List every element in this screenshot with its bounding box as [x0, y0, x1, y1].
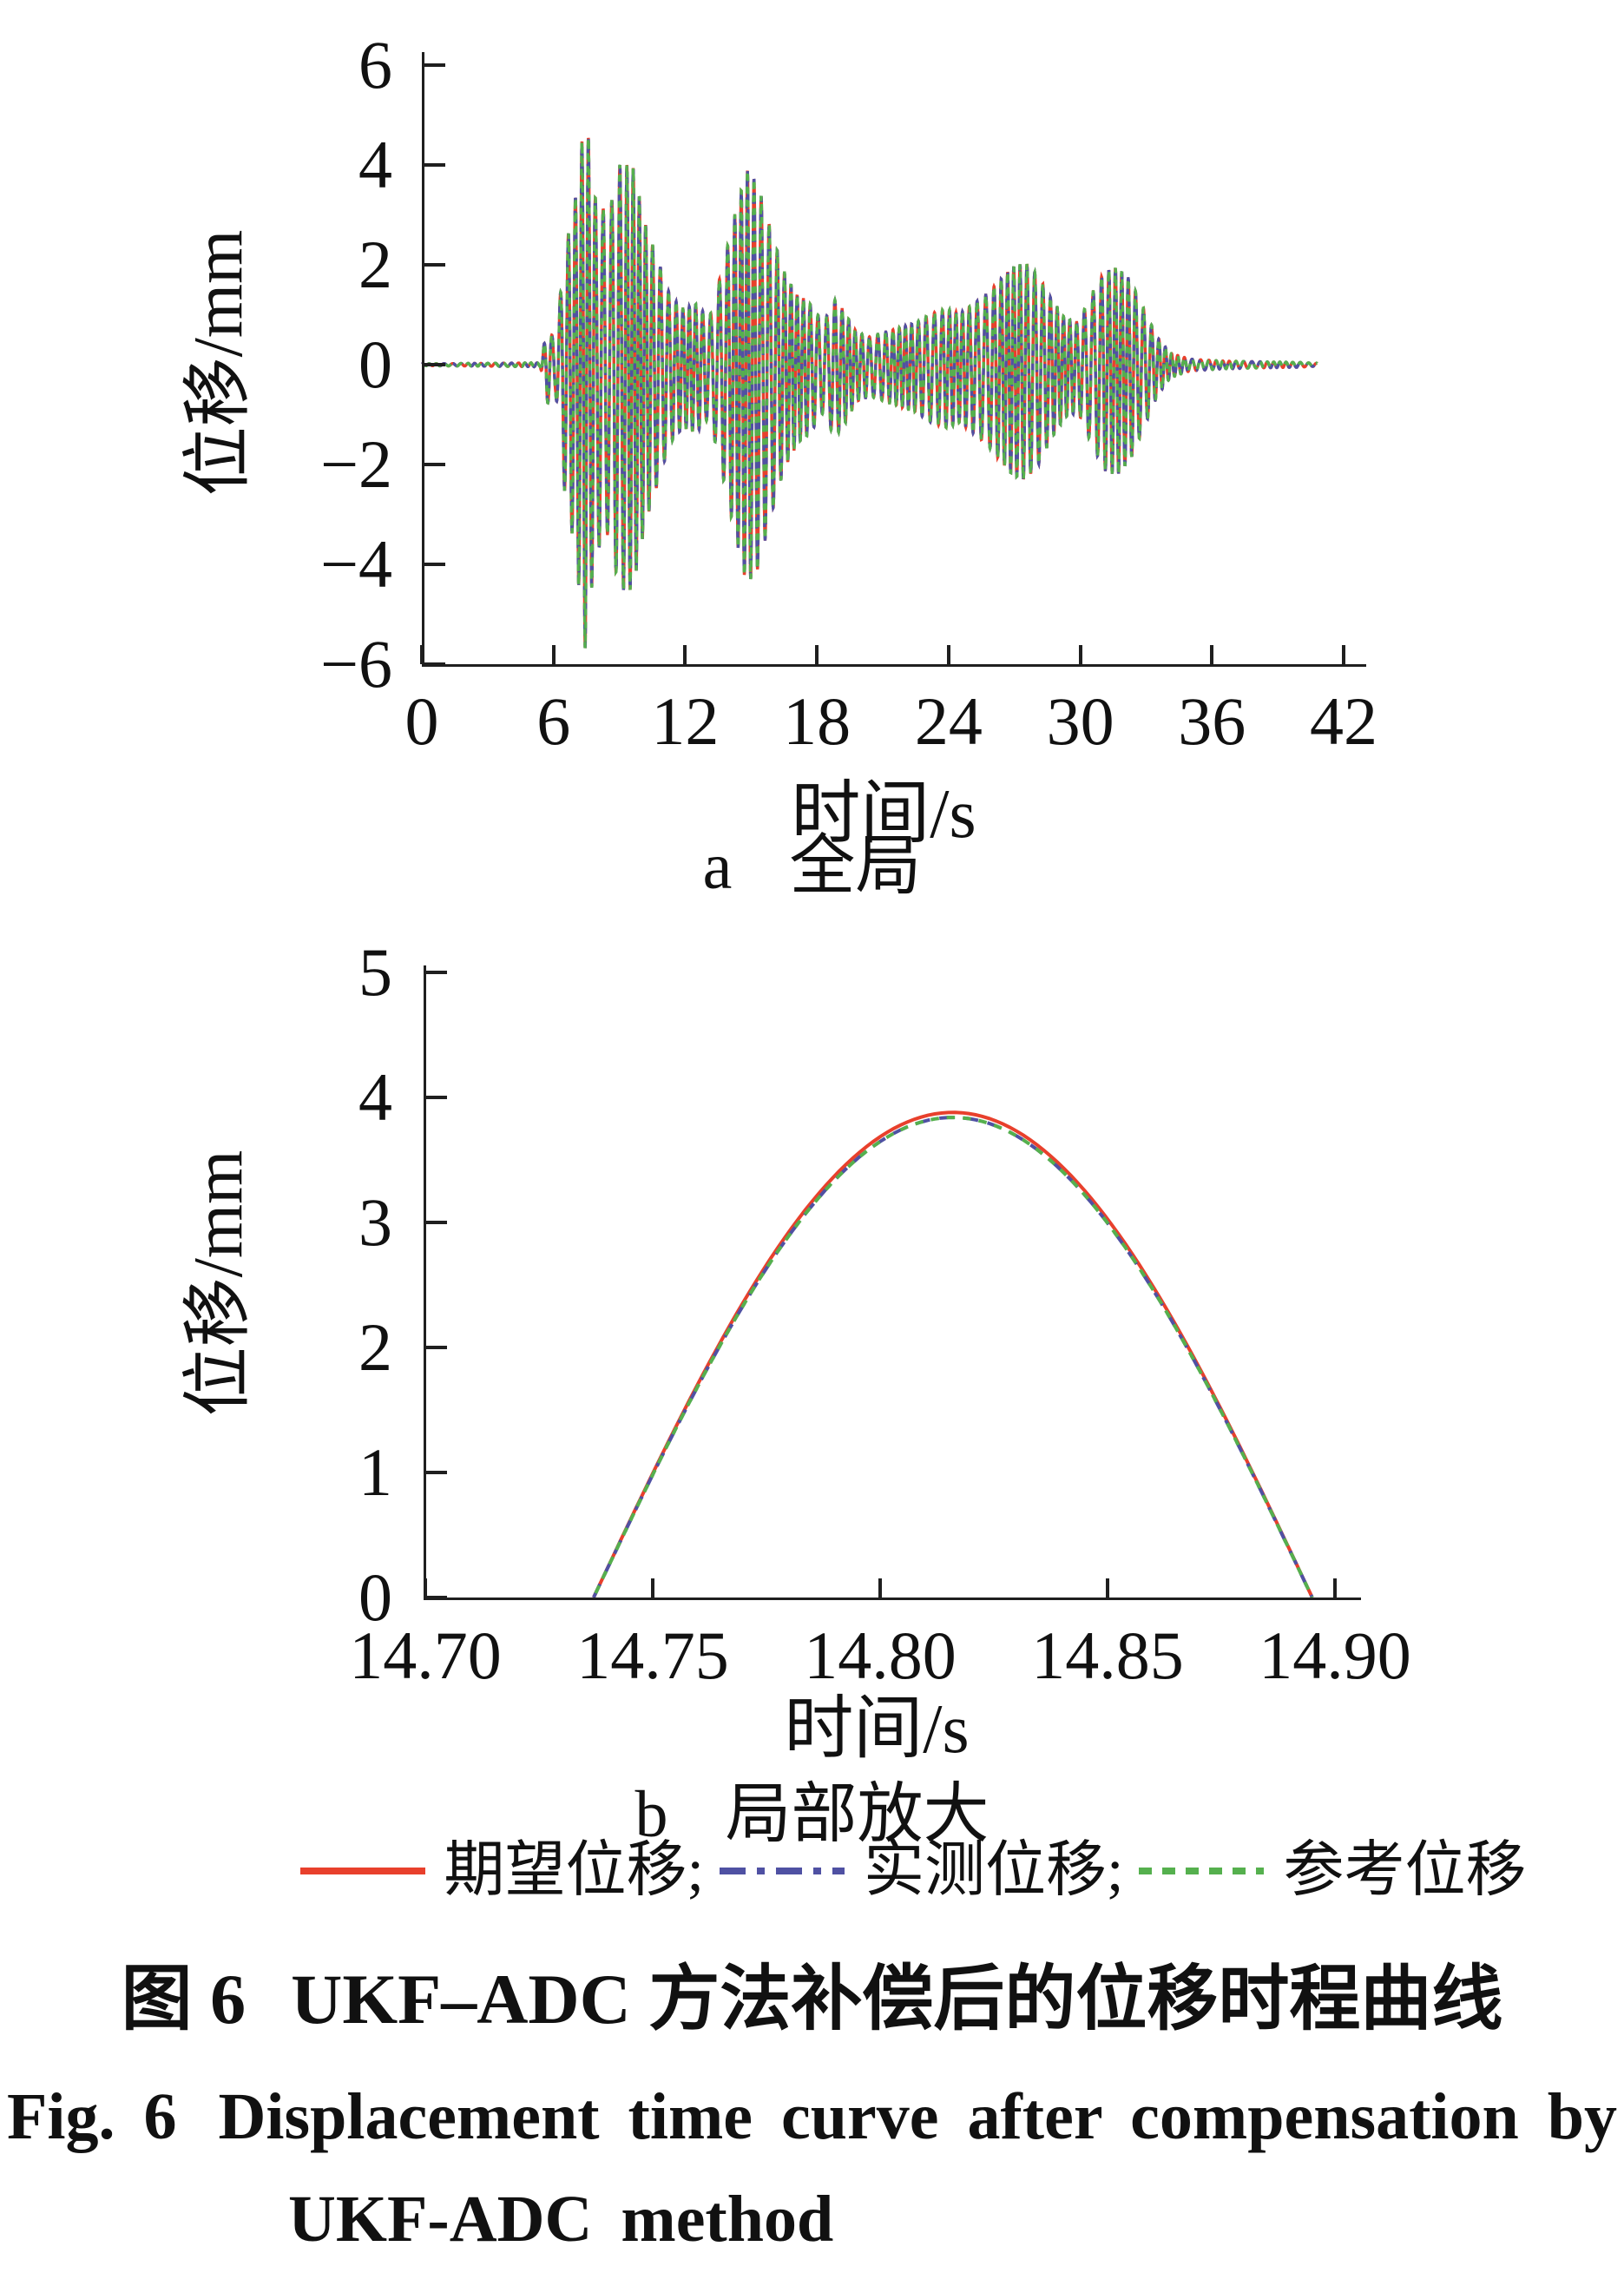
subplot-a-y-tick-label: 4 — [358, 127, 392, 202]
waveform-measured-line — [420, 137, 1318, 649]
subplot-b-xlabel: 时间/s — [784, 1691, 970, 1768]
zoom-measured-line — [592, 1116, 1314, 1598]
subplot-a-x-tick — [1342, 645, 1345, 664]
subplot-b-x-tick — [1106, 1578, 1109, 1598]
subplot-a-x-tick — [946, 645, 950, 664]
subplot-b-x-tick — [1333, 1578, 1337, 1598]
subplot-a-x-tick-label: 6 — [536, 683, 571, 759]
subplot-b-y-tick-label: 4 — [358, 1059, 392, 1135]
subplot-a-x-tick-label: 0 — [404, 683, 439, 759]
subplot-a-x-tick — [551, 645, 556, 664]
subplot-a-x-axis-spine — [422, 664, 1366, 667]
caption-zh-text: UKF–ADC 方法补偿后的位移时程曲线 — [291, 1960, 1503, 2039]
subplot-b-y-tick-label: 0 — [358, 1559, 392, 1635]
legend-label-reference: 参考位移 — [1283, 1837, 1527, 1904]
caption-en-tag: Fig. 6 — [6, 2080, 177, 2153]
subplot-a-x-tick — [683, 645, 687, 664]
subplot-b-y-axis-spine — [424, 965, 426, 1600]
panel-a-letter: a — [702, 830, 733, 903]
subplot-b-y-tick-label: 5 — [358, 934, 392, 1010]
subplot-a-y-tick — [424, 563, 445, 566]
subplot-b-x-tick-label: 14.90 — [1259, 1617, 1411, 1693]
subplot-b-y-tick-label: 3 — [358, 1184, 392, 1260]
subplot-a-y-tick — [424, 163, 445, 167]
subplot-b-x-tick-label: 14.85 — [1031, 1617, 1184, 1693]
subplot-b-y-tick — [426, 1596, 447, 1599]
subplot-b-y-tick — [426, 1096, 447, 1099]
subplot-a-x-tick-label: 24 — [914, 683, 983, 759]
panel-b-letter: b — [634, 1778, 668, 1851]
caption-en-line1: Fig. 6 Displacement time curve after comp… — [0, 2084, 1624, 2150]
subplot-a-x-tick-label: 30 — [1046, 683, 1114, 759]
caption-en-text: Displacement time curve after compensati… — [218, 2080, 1618, 2153]
subplot-a-y-tick — [424, 63, 445, 67]
subplot-a-y-tick-label: 6 — [358, 27, 392, 102]
legend-item-expected: 期望位移; — [297, 1841, 704, 1901]
subplot-b-y-tick — [426, 1346, 447, 1349]
subplot-b-x-tick-label: 14.80 — [804, 1617, 957, 1693]
caption-zh: 图 6 UKF–ADC 方法补偿后的位移时程曲线 — [0, 1964, 1624, 2035]
subplot-b-x-tick-label: 14.70 — [349, 1617, 502, 1693]
subplot-a-xlabel: 时间/s — [791, 776, 976, 853]
waveform-reference-line — [420, 137, 1318, 649]
subplot-a-y-tick-label: 0 — [358, 326, 392, 402]
subplot-b-x-tick — [651, 1578, 654, 1598]
subplot-a-y-tick-label: −2 — [320, 426, 392, 502]
subplot-b-y-tick — [426, 1221, 447, 1224]
panel-b-title: 局部放大 — [725, 1778, 990, 1851]
panel-a-title: 全局 — [789, 830, 922, 903]
subplot-b-y-tick — [426, 971, 447, 974]
subplot-a-x-tick — [1210, 645, 1214, 664]
legend-label-measured: 实测位移; — [864, 1837, 1124, 1904]
legend-line-expected-icon — [299, 1868, 425, 1874]
subplot-a-y-axis-spine — [422, 52, 424, 667]
zoom-reference-line — [592, 1116, 1314, 1598]
subplot-b-x-tick — [424, 1578, 427, 1598]
panel-a-caption: a 全局 — [0, 833, 1624, 899]
panel-b-caption: b 局部放大 — [0, 1782, 1624, 1848]
subplot-a-x-tick-label: 12 — [651, 683, 720, 759]
subplot-b-x-tick-label: 14.75 — [576, 1617, 729, 1693]
waveform-expected-line — [420, 137, 1318, 649]
subplot-b-x-tick — [878, 1578, 882, 1598]
subplot-a-y-tick-label: −6 — [320, 626, 392, 702]
legend-line-measured-icon — [720, 1868, 845, 1874]
subplot-b-x-axis-spine — [424, 1598, 1361, 1600]
legend-label-expected: 期望位移; — [444, 1837, 704, 1904]
subplot-b-y-tick-label: 1 — [358, 1434, 392, 1510]
subplot-a-y-tick — [424, 363, 445, 366]
zoom-expected-line — [592, 1110, 1314, 1598]
subplot-a-y-tick — [424, 662, 445, 666]
legend: 期望位移; 实测位移; 参考位移 — [252, 1841, 1571, 1901]
subplot-a-y-tick-label: −4 — [320, 526, 392, 602]
caption-en-line2: UKF-ADC method — [288, 2183, 834, 2256]
subplot-a-x-tick — [420, 645, 424, 664]
subplot-a-y-tick — [424, 463, 445, 466]
subplot-a-x-tick-label: 36 — [1178, 683, 1246, 759]
subplot-a-x-tick-label: 42 — [1310, 683, 1377, 759]
legend-item-reference: 参考位移 — [1135, 1841, 1526, 1901]
subplot-a-y-tick-label: 2 — [358, 227, 392, 302]
subplot-a-x-tick-label: 18 — [783, 683, 851, 759]
subplot-b-y-tick-label: 2 — [358, 1309, 392, 1385]
subplot-b-y-tick — [426, 1471, 447, 1474]
subplot-a-x-tick — [1078, 645, 1082, 664]
subplot-a-x-tick — [815, 645, 819, 664]
legend-item-measured: 实测位移; — [716, 1841, 1123, 1901]
caption-zh-tag: 图 6 — [121, 1960, 247, 2039]
subplot-a-y-tick — [424, 263, 445, 267]
legend-line-reference-icon — [1139, 1868, 1265, 1874]
